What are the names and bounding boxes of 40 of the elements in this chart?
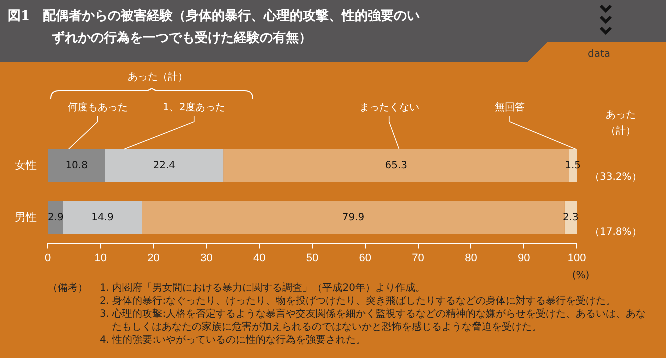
text: （17.8%） (590, 226, 642, 239)
x-tick-label: 100 (568, 252, 586, 264)
text: data (588, 49, 611, 60)
x-tick-label: 10 (94, 252, 108, 264)
text: 何度もあった (68, 102, 128, 114)
y-tick-label: 男性 (15, 212, 37, 224)
x-tick-label: 70 (412, 252, 424, 264)
text: （備考） (48, 282, 88, 295)
text: あった（計） (128, 70, 188, 84)
text: 2. 身体的暴行:なぐったり、けったり、物を投げつけたり、突き飛ばしたりするなどの身体に対する暴行を受けた。 (100, 295, 618, 308)
text: 1. 内閣府「男女間における暴力に関する調査」（平成20年）より作成。 (100, 282, 426, 295)
y-tick-label: 女性 (15, 160, 37, 172)
data-label: 2.9 (48, 212, 64, 224)
bar (48, 149, 106, 183)
x-tick-label: 40 (253, 252, 266, 264)
x-tick-label: 20 (148, 252, 160, 264)
x-tick-label: 0 (44, 252, 52, 264)
bar (105, 149, 224, 183)
x-tick-label: 90 (518, 252, 530, 264)
text: 無回答 (495, 102, 526, 114)
x-tick-label: 60 (359, 252, 372, 264)
text: まったくない (359, 102, 420, 114)
x-tick-label: 30 (200, 252, 213, 264)
bar (48, 201, 64, 234)
bar (142, 201, 565, 234)
chart-title: 図1 配偶者からの被害経験（身体的暴行、心理的攻撃、性的強要のいずれかの行為を一つでも受けた経験の有無） (8, 8, 422, 48)
data-label: 10.8 (66, 160, 88, 172)
data-label: 65.3 (385, 160, 408, 172)
text: あった（計） (605, 109, 637, 139)
x-axis-title: (%) (572, 270, 590, 282)
data-label: 14.9 (92, 212, 114, 224)
text: 3. 心理的攻撃:人格を否定するような暴言や交友関係を細かく監視するなどの精神的な嫌がらせを受けた、あるいは、あなたもしくはあなたの家族に危害が加えられるのではないかと恐怖を感じるような脅迫を受けた。 (100, 308, 648, 334)
data-label: 79.9 (342, 212, 365, 224)
text: 4. 性的強要:いやがっているのに性的な行為を強要された。 (100, 334, 368, 347)
text: （33.2%） (590, 171, 642, 184)
x-tick-label: 80 (465, 252, 478, 264)
data-label: 22.4 (153, 160, 176, 172)
text: 1、2度あった (163, 102, 226, 114)
x-tick-label: 50 (306, 252, 319, 264)
bar (63, 201, 142, 234)
